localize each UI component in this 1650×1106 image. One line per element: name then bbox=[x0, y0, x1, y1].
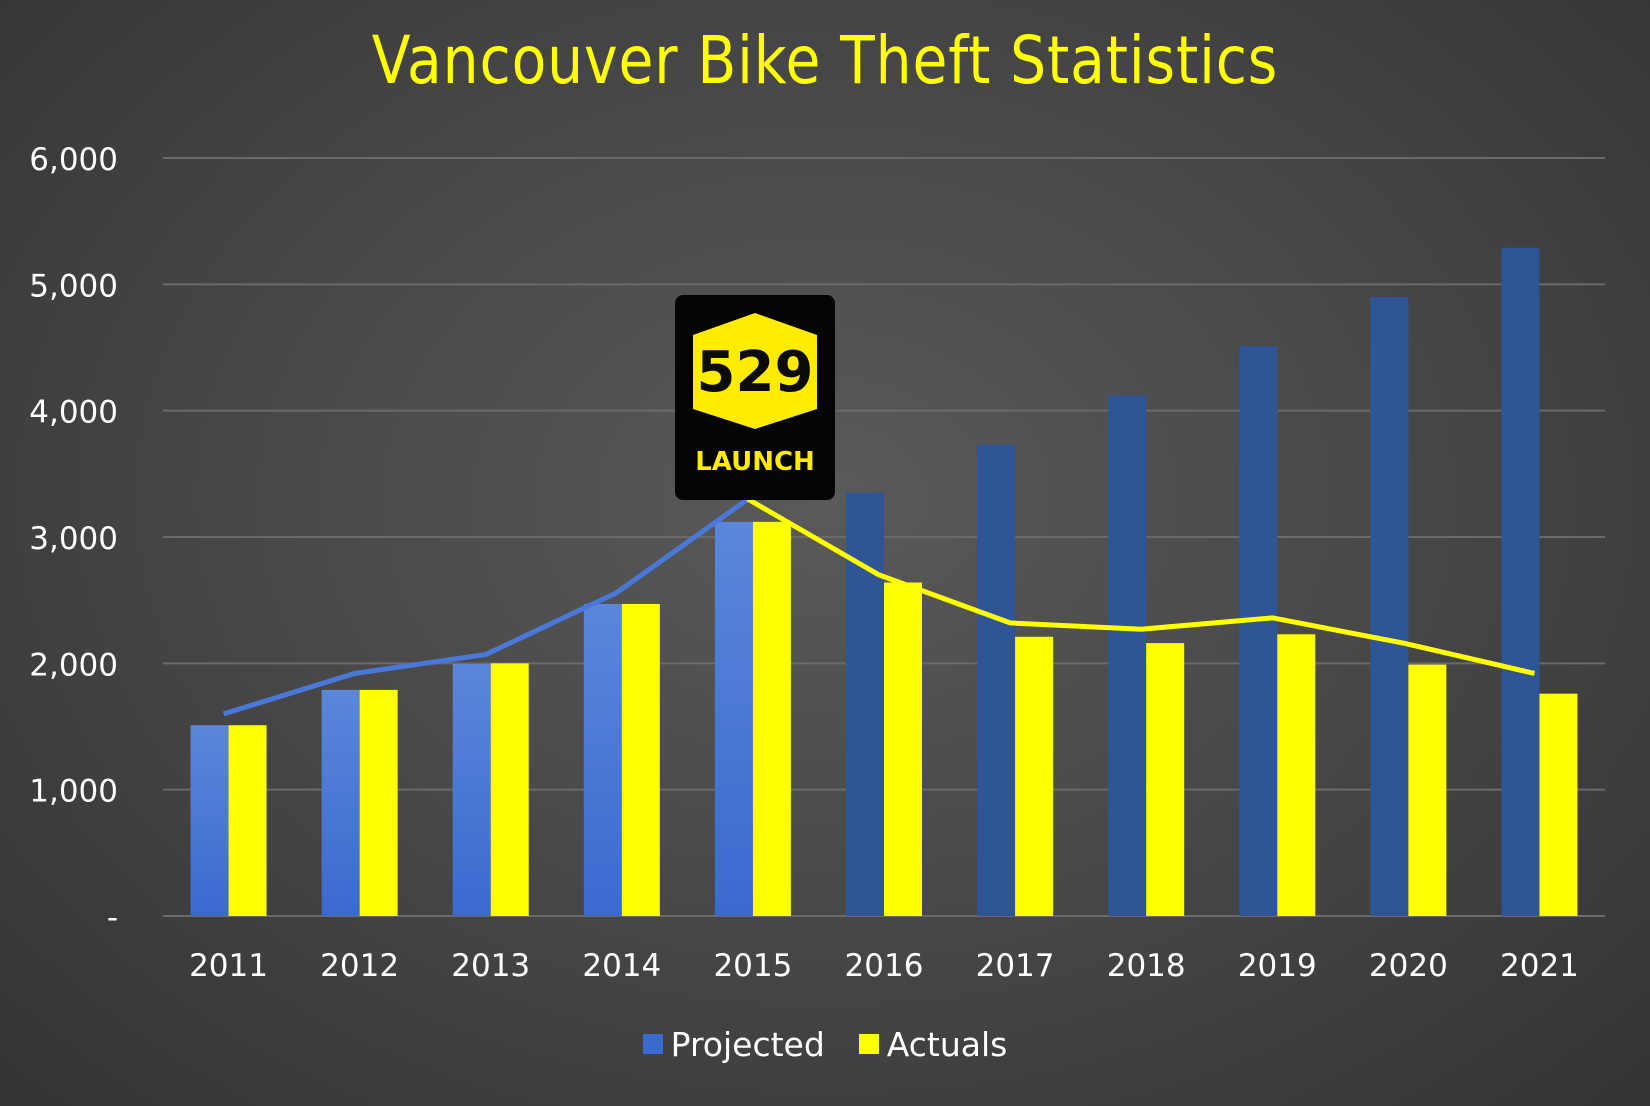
x-tick-label-2021: 2021 bbox=[1500, 948, 1579, 984]
bar-actuals-2020 bbox=[1408, 664, 1447, 916]
y-tick-label: 2,000 bbox=[29, 647, 118, 683]
x-tick-label-2013: 2013 bbox=[451, 948, 530, 984]
bar-actuals-2019 bbox=[1277, 634, 1316, 916]
y-tick-label: 4,000 bbox=[29, 395, 118, 431]
x-tick-label-2016: 2016 bbox=[845, 948, 924, 984]
trend-line-before-launch bbox=[222, 497, 750, 717]
bar-projected-2018 bbox=[1108, 395, 1147, 916]
bar-actuals-2011 bbox=[228, 725, 267, 916]
x-tick-label-2015: 2015 bbox=[713, 948, 792, 984]
chart-title: Vancouver Bike Theft Statistics bbox=[371, 22, 1279, 99]
bar-projected-2019 bbox=[1239, 346, 1278, 916]
bar-actuals-2013 bbox=[490, 663, 529, 916]
y-tick-label: 3,000 bbox=[29, 521, 118, 557]
trend-line-after-launch bbox=[746, 496, 1536, 676]
y-tick-label: 1,000 bbox=[29, 774, 118, 810]
bar-projected-2013 bbox=[452, 663, 491, 916]
bar-projected-2016 bbox=[846, 492, 884, 916]
x-tick-label-2020: 2020 bbox=[1369, 948, 1448, 984]
bar-actuals-2018 bbox=[1146, 643, 1185, 916]
bar-actuals-2021 bbox=[1539, 693, 1578, 916]
launch-label: LAUNCH bbox=[695, 447, 815, 477]
logo-text: 529 bbox=[697, 340, 814, 405]
bar-projected-2020 bbox=[1370, 296, 1409, 916]
legend-item-projected: Projected bbox=[642, 1024, 825, 1064]
bar-actuals-2015 bbox=[752, 521, 791, 916]
x-tick-label-2012: 2012 bbox=[320, 948, 399, 984]
legend-swatch-actuals bbox=[858, 1034, 879, 1054]
bar-actuals-2014 bbox=[621, 603, 660, 916]
legend-label-projected: Projected bbox=[670, 1024, 825, 1064]
bar-actuals-2016 bbox=[884, 582, 922, 916]
y-tick-label: - bbox=[107, 900, 118, 936]
launch-badge: 529 LAUNCH bbox=[675, 295, 835, 500]
bar-actuals-2017 bbox=[1015, 636, 1054, 916]
x-tick-label-2019: 2019 bbox=[1238, 948, 1317, 984]
bar-actuals-2012 bbox=[359, 689, 398, 916]
legend-label-actuals: Actuals bbox=[886, 1024, 1008, 1064]
bar-projected-2015 bbox=[714, 521, 753, 916]
x-tick-label-2017: 2017 bbox=[976, 948, 1055, 984]
legend-swatch-projected bbox=[642, 1034, 663, 1054]
bar-projected-2014 bbox=[583, 603, 622, 916]
x-tick-label-2014: 2014 bbox=[582, 948, 661, 984]
legend-item-actuals: Actuals bbox=[858, 1024, 1008, 1064]
bar-projected-2012 bbox=[321, 689, 360, 916]
529-logo-icon: 529 bbox=[693, 313, 817, 429]
y-tick-label: 5,000 bbox=[29, 268, 118, 304]
bar-projected-2017 bbox=[977, 444, 1016, 916]
legend: Projected Actuals bbox=[0, 1024, 1650, 1064]
bar-projected-2011 bbox=[190, 725, 229, 916]
bar-projected-2021 bbox=[1501, 247, 1540, 917]
y-tick-label: 6,000 bbox=[29, 142, 118, 178]
x-tick-label-2018: 2018 bbox=[1107, 948, 1186, 984]
x-tick-label-2011: 2011 bbox=[189, 948, 268, 984]
